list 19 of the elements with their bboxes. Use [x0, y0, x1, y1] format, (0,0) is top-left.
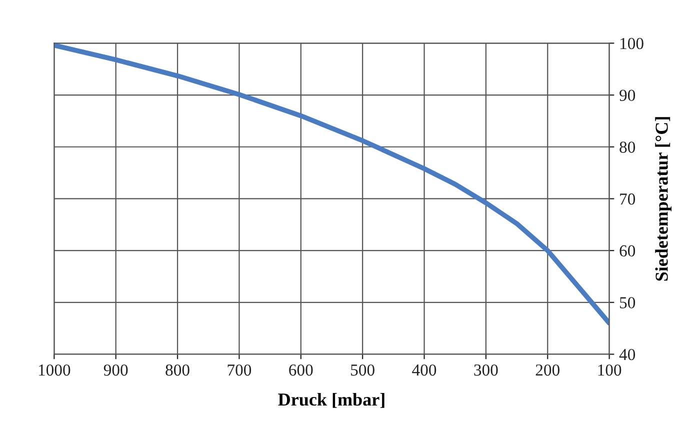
- x-tick-label: 1000: [38, 364, 70, 376]
- x-tick-label: 400: [412, 364, 436, 376]
- y-tick-label: 40: [619, 348, 636, 360]
- x-tick-label: 700: [228, 364, 252, 376]
- y-axis-title: Siedetemperatur [°C]: [655, 117, 672, 281]
- x-tick-label: 300: [474, 364, 498, 376]
- y-tick-label: 90: [620, 90, 636, 101]
- y-tick-label: 100: [620, 38, 644, 50]
- x-tick-label: 500: [351, 364, 374, 376]
- x-tick-label: 800: [166, 364, 190, 376]
- x-tick-label: 900: [104, 364, 128, 376]
- x-tick-label: 100: [598, 364, 622, 376]
- x-tick-label: 600: [289, 364, 313, 376]
- x-axis-title: Druck [mbar]: [278, 392, 384, 408]
- y-tick-label: 50: [620, 297, 636, 308]
- y-tick-label: 70: [620, 193, 636, 205]
- y-tick-label: 80: [620, 142, 636, 153]
- x-tick-label: 200: [536, 364, 560, 376]
- y-tick-label: 60: [620, 245, 636, 257]
